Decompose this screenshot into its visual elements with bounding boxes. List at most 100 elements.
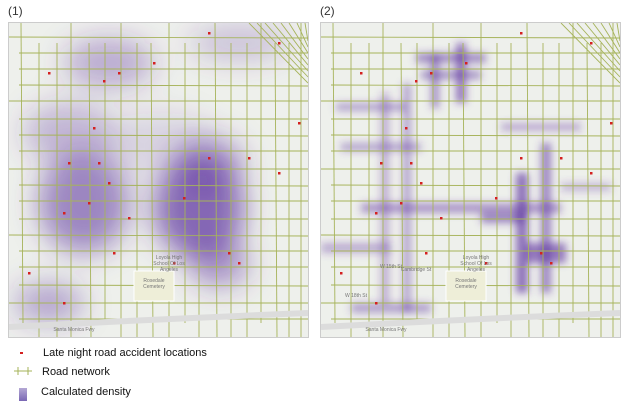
density-segment — [381, 93, 389, 303]
accident-point — [48, 72, 51, 75]
map-panel-2[interactable]: Rosedale Cemetery Loyola High School Of … — [320, 22, 621, 338]
road — [296, 23, 308, 48]
accident-point — [208, 157, 211, 160]
road — [400, 42, 404, 337]
road — [330, 84, 620, 87]
accident-point — [63, 302, 66, 305]
accident-point — [540, 252, 543, 255]
density-segment — [481, 213, 526, 223]
accident-point — [520, 157, 523, 160]
accident-point — [238, 262, 241, 265]
density-segment — [341, 143, 421, 151]
density-blob — [64, 38, 154, 88]
accident-point — [278, 42, 281, 45]
road — [330, 184, 620, 187]
density-segment — [456, 43, 466, 103]
accident-point — [400, 202, 403, 205]
density-layer — [321, 43, 611, 313]
density-segment — [351, 303, 431, 313]
accident-point — [63, 212, 66, 215]
road — [88, 42, 92, 337]
accident-point — [118, 72, 121, 75]
road — [321, 234, 620, 237]
density-segment — [336, 103, 406, 111]
map-2-canvas — [321, 23, 620, 337]
road-network-icon — [14, 367, 32, 375]
accident-point — [550, 262, 553, 265]
road — [256, 23, 308, 78]
accident-point — [183, 197, 186, 200]
road — [20, 23, 24, 324]
street-label: W 15th St — [380, 264, 402, 270]
road — [608, 23, 620, 48]
road — [616, 23, 620, 42]
accident-point — [375, 302, 378, 305]
accident-point — [495, 197, 498, 200]
legend-density: Calculated density — [41, 386, 131, 398]
density-segment — [321, 243, 391, 253]
density-segment — [526, 243, 566, 263]
density-segment — [403, 83, 411, 313]
road — [560, 23, 620, 84]
road — [274, 42, 278, 337]
accident-point — [103, 80, 106, 83]
panel-1-label: (1) — [8, 4, 23, 18]
street-label: Cambridge St — [400, 267, 432, 273]
accident-point — [405, 127, 408, 130]
accident-point — [360, 72, 363, 75]
freeway — [321, 310, 620, 330]
accident-point — [68, 162, 71, 165]
accident-point — [128, 217, 131, 220]
accident-point — [520, 32, 523, 35]
accident-point — [430, 72, 433, 75]
accident-point — [590, 172, 593, 175]
road — [586, 42, 590, 337]
cemetery-area — [133, 270, 175, 302]
road — [248, 23, 308, 84]
accident-point — [610, 122, 613, 125]
road-network — [321, 23, 620, 337]
road — [321, 36, 620, 39]
accident-point — [410, 162, 413, 165]
road — [304, 23, 308, 42]
road — [600, 23, 620, 54]
street-label: W 18th St — [345, 293, 367, 299]
accident-point — [113, 252, 116, 255]
accident-point — [278, 172, 281, 175]
cemetery-area — [445, 270, 487, 302]
accident-point — [380, 162, 383, 165]
accident-point — [590, 42, 593, 45]
accident-point — [108, 182, 111, 185]
school-label: Loyola High School Of Los Angeles — [153, 255, 185, 273]
density-segment — [361, 203, 561, 213]
road — [272, 23, 308, 66]
road — [9, 234, 308, 237]
road — [332, 23, 336, 324]
panel-2-label: (2) — [320, 4, 335, 18]
density-swatch-icon — [19, 388, 27, 401]
accident-point — [485, 262, 488, 265]
road — [18, 134, 308, 137]
accident-point — [420, 182, 423, 185]
road — [264, 23, 308, 72]
legend-accidents: Late night road accident locations — [43, 347, 207, 359]
road — [18, 84, 308, 87]
accident-point — [208, 32, 211, 35]
map-panel-1[interactable]: Rosedale Cemetery Loyola High School Of … — [8, 22, 309, 338]
legend-roads: Road network — [42, 366, 110, 378]
density-segment — [421, 71, 481, 79]
accident-point — [228, 252, 231, 255]
density-segment — [516, 173, 528, 293]
accident-point — [440, 217, 443, 220]
cemetery-label: Rosedale Cemetery — [143, 278, 165, 290]
map-1-canvas — [9, 23, 308, 337]
road — [280, 23, 308, 60]
accident-point — [425, 252, 428, 255]
accident-point — [93, 127, 96, 130]
cemetery-label: Rosedale Cemetery — [455, 278, 477, 290]
road — [526, 23, 530, 337]
accident-point — [98, 162, 101, 165]
density-segment — [416, 53, 486, 63]
accident-point — [153, 62, 156, 65]
freeway-label: Santa Monica Fwy — [365, 327, 407, 333]
